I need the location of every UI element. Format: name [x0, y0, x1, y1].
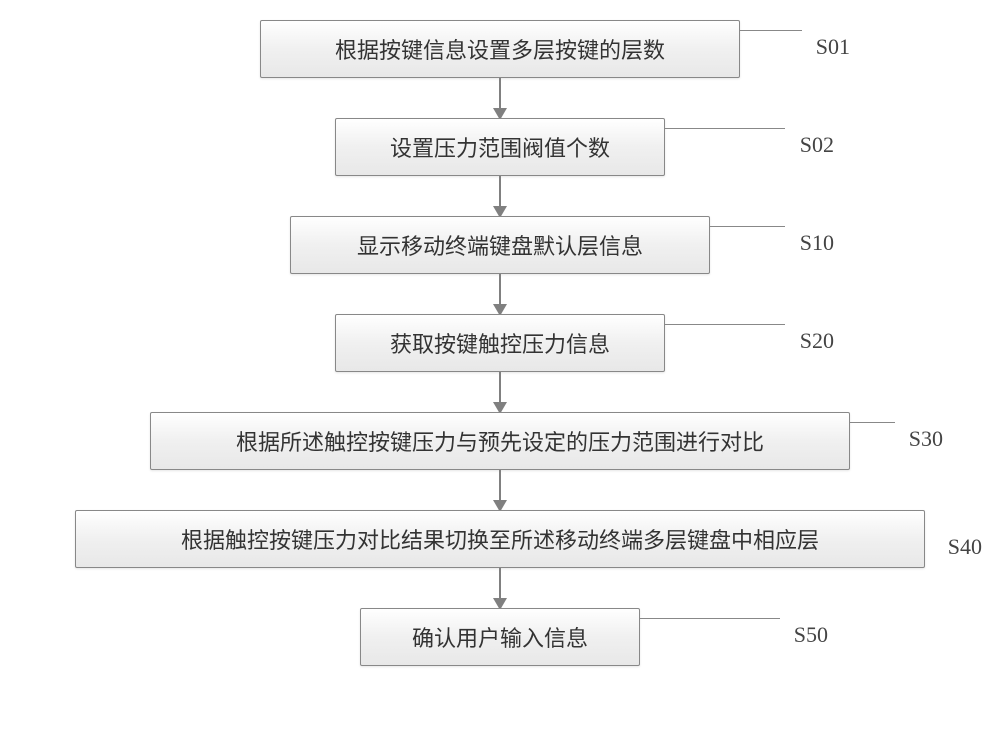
- label-line-0: [740, 30, 802, 31]
- label-line-2: [710, 226, 785, 227]
- label-line-1: [665, 128, 785, 129]
- flow-arrow-5: [499, 568, 501, 608]
- flow-step-0: 根据按键信息设置多层按键的层数 S01: [0, 20, 1000, 78]
- flow-box-5: 根据触控按键压力对比结果切换至所述移动终端多层键盘中相应层: [75, 510, 925, 568]
- flow-step-3: 获取按键触控压力信息 S20: [0, 314, 1000, 372]
- flowchart-container: 根据按键信息设置多层按键的层数 S01 设置压力范围阀值个数 S02 显示移动终…: [0, 20, 1000, 666]
- flow-label-1: S02: [800, 132, 834, 158]
- flow-box-3: 获取按键触控压力信息: [335, 314, 665, 372]
- flow-label-6: S50: [794, 622, 828, 648]
- flow-step-2: 显示移动终端键盘默认层信息 S10: [0, 216, 1000, 274]
- flow-box-2: 显示移动终端键盘默认层信息: [290, 216, 710, 274]
- flow-arrow-1: [499, 176, 501, 216]
- flow-box-0: 根据按键信息设置多层按键的层数: [260, 20, 740, 78]
- flow-box-4: 根据所述触控按键压力与预先设定的压力范围进行对比: [150, 412, 850, 470]
- flow-label-3: S20: [800, 328, 834, 354]
- flow-box-1: 设置压力范围阀值个数: [335, 118, 665, 176]
- flow-step-4: 根据所述触控按键压力与预先设定的压力范围进行对比 S30: [0, 412, 1000, 470]
- flow-box-6: 确认用户输入信息: [360, 608, 640, 666]
- flow-arrow-4: [499, 470, 501, 510]
- flow-label-4: S30: [909, 426, 943, 452]
- flow-step-1: 设置压力范围阀值个数 S02: [0, 118, 1000, 176]
- label-line-6: [640, 618, 780, 619]
- flow-step-6: 确认用户输入信息 S50: [0, 608, 1000, 666]
- flow-label-5: S40: [948, 534, 982, 560]
- label-line-4: [850, 422, 895, 423]
- label-line-3: [665, 324, 785, 325]
- flow-label-2: S10: [800, 230, 834, 256]
- flow-label-0: S01: [816, 34, 850, 60]
- flow-arrow-0: [499, 78, 501, 118]
- flow-step-5: 根据触控按键压力对比结果切换至所述移动终端多层键盘中相应层 S40: [0, 510, 1000, 568]
- flow-arrow-2: [499, 274, 501, 314]
- flow-arrow-3: [499, 372, 501, 412]
